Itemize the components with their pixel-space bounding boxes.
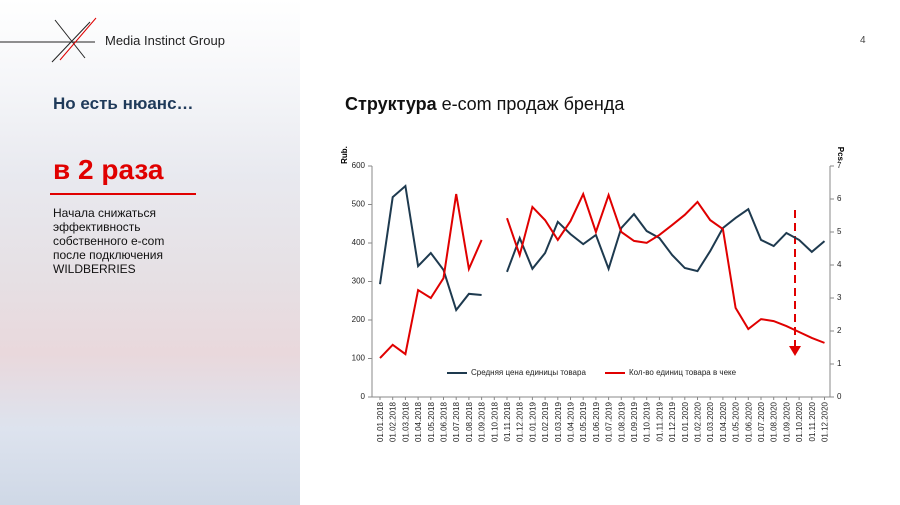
x-tick-label: 01.04.2018	[414, 401, 423, 442]
y-tick-label: 600	[352, 161, 366, 170]
x-tick-label: 01.02.2018	[389, 401, 398, 442]
x-tick-label: 01.01.2019	[528, 401, 537, 442]
x-tick-label: 01.10.2018	[490, 401, 499, 442]
y2-tick-label: 2	[837, 326, 842, 335]
chart-title: Структура e-com продаж бренда	[345, 94, 625, 114]
x-tick-label: 01.12.2020	[821, 401, 830, 442]
x-tick-label: 01.11.2019	[655, 401, 664, 441]
title: Структура	[345, 94, 438, 114]
x-tick-label: 01.04.2020	[719, 401, 728, 442]
heading: Но есть нюанс…	[53, 94, 194, 113]
logo-mark	[0, 17, 97, 63]
x-tick-label: 01.05.2020	[732, 401, 741, 442]
logo-text: Media Instinct Group	[105, 33, 225, 48]
x-tick-label: 01.03.2020	[706, 401, 715, 442]
y-tick-label: 400	[352, 238, 366, 247]
series-line	[379, 193, 483, 359]
x-tick-label: 01.09.2018	[478, 401, 487, 442]
x-tick-label: 01.02.2019	[541, 401, 550, 442]
x-tick-label: 01.12.2019	[668, 401, 677, 442]
left-panel: Но есть нюанс… в 2 раза Начала снижаться…	[0, 0, 300, 505]
y2-tick-label: 3	[837, 293, 842, 302]
series-line	[506, 191, 825, 344]
x-tick-label: 01.02.2020	[694, 401, 703, 442]
x-tick-label: 01.01.2018	[376, 401, 385, 442]
series-line	[506, 207, 826, 273]
x-tick-label: 01.03.2019	[554, 401, 563, 442]
highlight: в 2 раза	[53, 154, 164, 185]
y-tick-label: 100	[352, 354, 366, 363]
x-tick-label: 01.03.2018	[401, 401, 410, 442]
x-tick-label: 01.09.2019	[630, 401, 639, 442]
legend-label: Средняя цена единицы товара	[471, 368, 586, 377]
y-tick-label: 300	[352, 277, 366, 286]
y2-tick-label: 0	[837, 392, 842, 401]
x-tick-label: 01.12.2018	[516, 401, 525, 442]
arrow-head	[789, 346, 801, 356]
x-tick-label: 01.01.2020	[681, 401, 690, 442]
x-tick-label: 01.09.2020	[782, 401, 791, 442]
x-tick-label: 01.08.2019	[617, 401, 626, 442]
x-tick-label: 01.07.2020	[757, 401, 766, 442]
series-line	[379, 184, 482, 313]
underline	[50, 193, 196, 195]
y2-tick-label: 7	[837, 161, 842, 170]
x-tick-label: 01.08.2020	[770, 401, 779, 442]
y-tick-label: 200	[352, 315, 366, 324]
y2-tick-label: 1	[837, 359, 842, 368]
x-tick-label: 01.08.2018	[465, 401, 474, 442]
legend-label: Кол-во единиц товара в чеке	[629, 368, 737, 377]
y-tick-label: 0	[361, 392, 366, 401]
x-tick-label: 01.05.2018	[427, 401, 436, 442]
x-tick-label: 01.11.2018	[503, 401, 512, 441]
x-tick-label: 01.06.2020	[744, 401, 753, 442]
x-tick-label: 01.10.2019	[643, 401, 652, 442]
x-tick-label: 01.07.2019	[605, 401, 614, 442]
subtitle: e-com продаж бренда	[442, 94, 626, 114]
x-tick-label: 01.06.2018	[440, 401, 449, 442]
x-tick-label: 01.05.2019	[579, 401, 588, 442]
y-axis-label: Rub.	[340, 146, 349, 164]
description: Начала снижаться эффективность собственн…	[53, 206, 165, 276]
y2-tick-label: 5	[837, 227, 842, 236]
page-number: 4	[860, 35, 866, 46]
y-tick-label: 500	[352, 200, 366, 209]
x-tick-label: 01.10.2020	[795, 401, 804, 442]
x-tick-label: 01.04.2019	[567, 401, 576, 442]
x-tick-label: 01.11.2020	[808, 401, 817, 441]
y2-tick-label: 6	[837, 194, 842, 203]
y2-axis-label: Pcs.	[836, 147, 845, 163]
chart: Структура e-com продаж бренда 0100200300…	[340, 94, 845, 442]
x-tick-label: 01.07.2018	[452, 401, 461, 442]
x-tick-label: 01.06.2019	[592, 401, 601, 442]
y2-tick-label: 4	[837, 260, 842, 269]
